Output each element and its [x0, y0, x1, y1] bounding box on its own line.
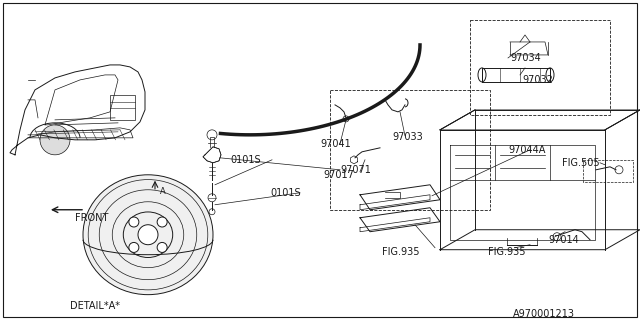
Text: 97044A: 97044A	[508, 145, 545, 155]
Ellipse shape	[83, 175, 213, 295]
Circle shape	[157, 217, 167, 227]
Bar	[330, 90, 490, 210]
Circle shape	[129, 243, 139, 252]
Text: 97033: 97033	[392, 132, 423, 142]
Polygon shape	[203, 147, 221, 163]
Bar	[110, 95, 135, 120]
Text: 97032: 97032	[522, 75, 553, 85]
Text: DETAIL*A*: DETAIL*A*	[70, 300, 120, 311]
Circle shape	[138, 225, 158, 245]
Text: A970001213: A970001213	[513, 308, 575, 319]
Text: FIG.935: FIG.935	[488, 247, 525, 257]
Text: 97041: 97041	[320, 139, 351, 149]
Circle shape	[157, 243, 167, 252]
Text: FIG.935: FIG.935	[382, 247, 419, 257]
Circle shape	[129, 217, 139, 227]
Text: 97017: 97017	[323, 170, 354, 180]
Text: 97034: 97034	[510, 53, 541, 63]
Text: FIG.505: FIG.505	[562, 158, 600, 168]
Text: A: A	[160, 187, 166, 196]
Bar	[583, 160, 633, 182]
Text: 97071: 97071	[340, 165, 371, 175]
Bar	[470, 20, 610, 115]
Text: 97014: 97014	[548, 235, 579, 245]
Text: 0101S: 0101S	[270, 188, 301, 198]
Text: 0101S: 0101S	[230, 155, 260, 165]
Text: FRONT: FRONT	[75, 213, 108, 223]
Circle shape	[40, 125, 70, 155]
